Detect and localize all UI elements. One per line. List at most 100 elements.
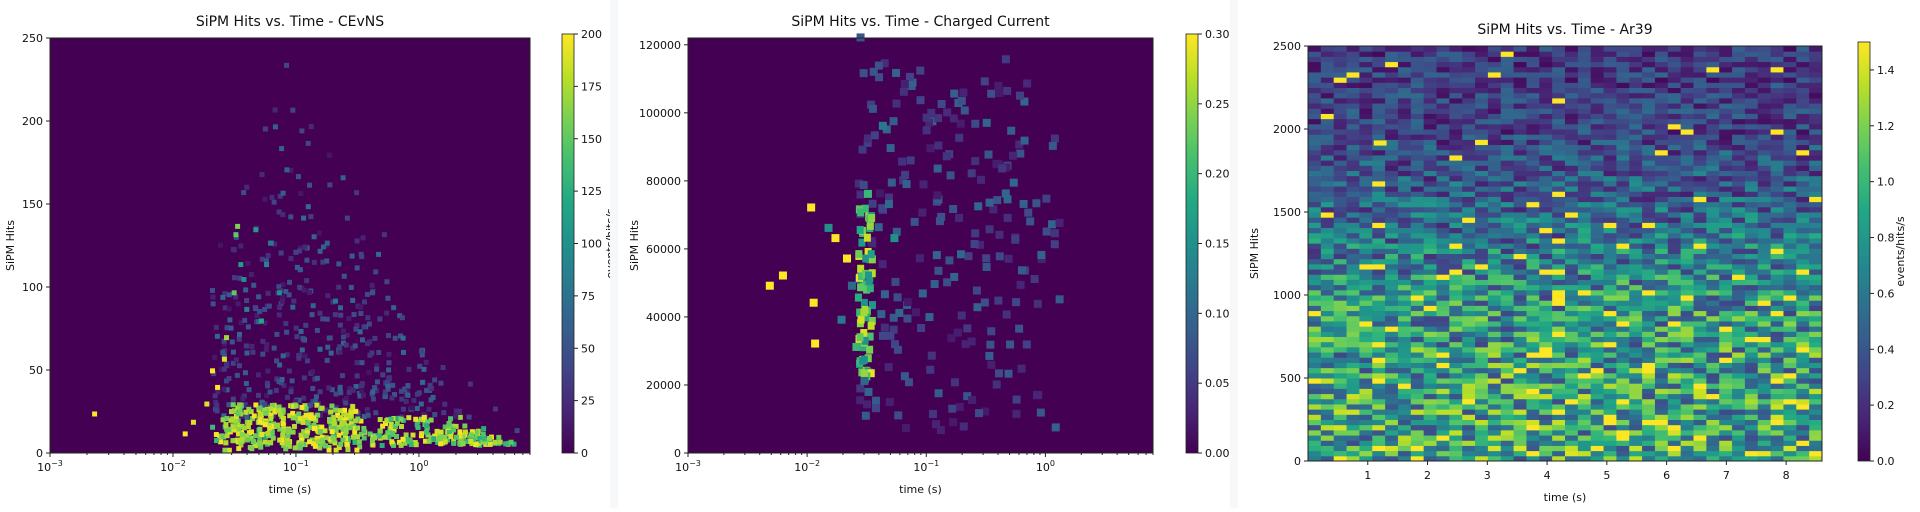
heatmap-bin [1449, 450, 1463, 457]
heatmap-bin [1603, 222, 1617, 229]
heatmap-bin [1487, 357, 1502, 363]
heatmap-bin [1539, 92, 1553, 99]
heatmap-bin [358, 304, 364, 310]
heatmap-bin [934, 266, 943, 275]
heatmap-bin [1732, 378, 1746, 384]
heatmap-bin [1577, 82, 1592, 88]
heatmap-bin [900, 372, 909, 381]
heatmap-bin [1654, 295, 1669, 301]
heatmap-bin [1320, 82, 1335, 88]
heatmap-bin [1577, 77, 1592, 83]
heatmap-bin [1385, 409, 1399, 415]
heatmap-bin [1500, 87, 1515, 94]
heatmap-bin [1385, 97, 1399, 104]
heatmap-bin [1744, 445, 1759, 452]
heatmap-bin [1706, 378, 1720, 384]
heatmap-bin [403, 432, 409, 438]
heatmap-bin [1565, 237, 1579, 244]
heatmap-bin [1552, 232, 1566, 239]
heatmap-bin [1333, 362, 1348, 369]
heatmap-bin [1333, 357, 1348, 363]
heatmap-bin [1449, 429, 1463, 436]
heatmap-bin [1500, 134, 1515, 140]
heatmap-bin [420, 379, 426, 385]
heatmap-bin [919, 180, 928, 189]
heatmap-bin [1719, 134, 1733, 140]
heatmap-bin [1436, 378, 1450, 384]
heatmap-bin [1667, 378, 1682, 384]
heatmap-bin [1667, 336, 1682, 343]
heatmap-bin [1500, 424, 1515, 431]
heatmap-bin [1346, 196, 1360, 203]
heatmap-bin [1577, 129, 1592, 135]
heatmap-bin [1436, 305, 1450, 312]
heatmap-bin [884, 363, 893, 372]
heatmap-bin [1449, 61, 1463, 68]
heatmap-bin [1475, 300, 1489, 306]
heatmap-bin [302, 403, 308, 409]
heatmap-bin [1462, 175, 1476, 182]
heatmap-bin [1423, 232, 1437, 239]
heatmap-bin [1308, 315, 1322, 322]
heatmap-bin [905, 72, 914, 81]
heatmap-bin [1359, 372, 1373, 379]
heatmap-bin [1475, 284, 1489, 291]
heatmap-bin [1565, 175, 1579, 182]
heatmap-bin [331, 418, 337, 424]
heatmap-bin [1385, 346, 1399, 353]
heatmap-bin [949, 114, 958, 123]
heatmap-bin [1809, 295, 1823, 301]
heatmap-bin [224, 416, 230, 422]
heatmap-bin [473, 442, 479, 448]
heatmap-bin [1475, 134, 1489, 140]
heatmap-bin [1616, 300, 1630, 306]
heatmap-bin [222, 305, 228, 311]
heatmap-bin [1603, 232, 1617, 239]
heatmap-bin [1372, 165, 1386, 171]
heatmap-bin [1667, 77, 1682, 83]
heatmap-bin [1590, 118, 1605, 125]
heatmap-bin [864, 354, 872, 363]
heatmap-bin [1680, 455, 1694, 462]
heatmap-bin [1680, 108, 1694, 114]
heatmap-bin [1706, 383, 1720, 389]
heatmap-bin [1770, 180, 1784, 187]
heatmap-bin [1667, 362, 1682, 369]
heatmap-bin [1436, 134, 1450, 140]
heatmap-bin [1475, 403, 1489, 410]
heatmap-bin [1629, 170, 1643, 177]
heatmap-bin [1500, 56, 1515, 63]
heatmap-bin [1744, 263, 1759, 270]
heatmap-bin [1500, 196, 1515, 203]
heatmap-bin [1359, 206, 1373, 213]
heatmap-bin [1552, 170, 1566, 177]
heatmap-bin [269, 402, 275, 408]
heatmap-bin [326, 447, 332, 453]
colorbar [561, 33, 575, 454]
heatmap-bin [1410, 424, 1425, 431]
heatmap-bin [343, 395, 349, 401]
heatmap-bin [1449, 279, 1463, 286]
heatmap-bin [1320, 445, 1335, 452]
heatmap-bin [273, 387, 279, 393]
heatmap-bin [1372, 289, 1386, 296]
heatmap-bin [1346, 180, 1360, 187]
heatmap-bin [1423, 274, 1437, 280]
heatmap-bin [270, 435, 276, 441]
heatmap-bin [1757, 154, 1772, 161]
heatmap-bin [1732, 82, 1746, 88]
heatmap-bin [1308, 82, 1322, 88]
heatmap-bin [1719, 144, 1733, 151]
heatmap-bin [341, 410, 347, 416]
heatmap-bin [1397, 315, 1412, 322]
heatmap-bin [1333, 129, 1348, 135]
heatmap-bin [1667, 398, 1682, 405]
heatmap-bin [262, 402, 268, 408]
heatmap-bin [1654, 258, 1669, 265]
heatmap-bin [1385, 186, 1399, 192]
heatmap-bin [1667, 191, 1682, 197]
heatmap-bin [1397, 393, 1412, 400]
heatmap-bin [347, 386, 353, 392]
heatmap-bin [1770, 144, 1784, 151]
heatmap-bin [1487, 97, 1502, 104]
